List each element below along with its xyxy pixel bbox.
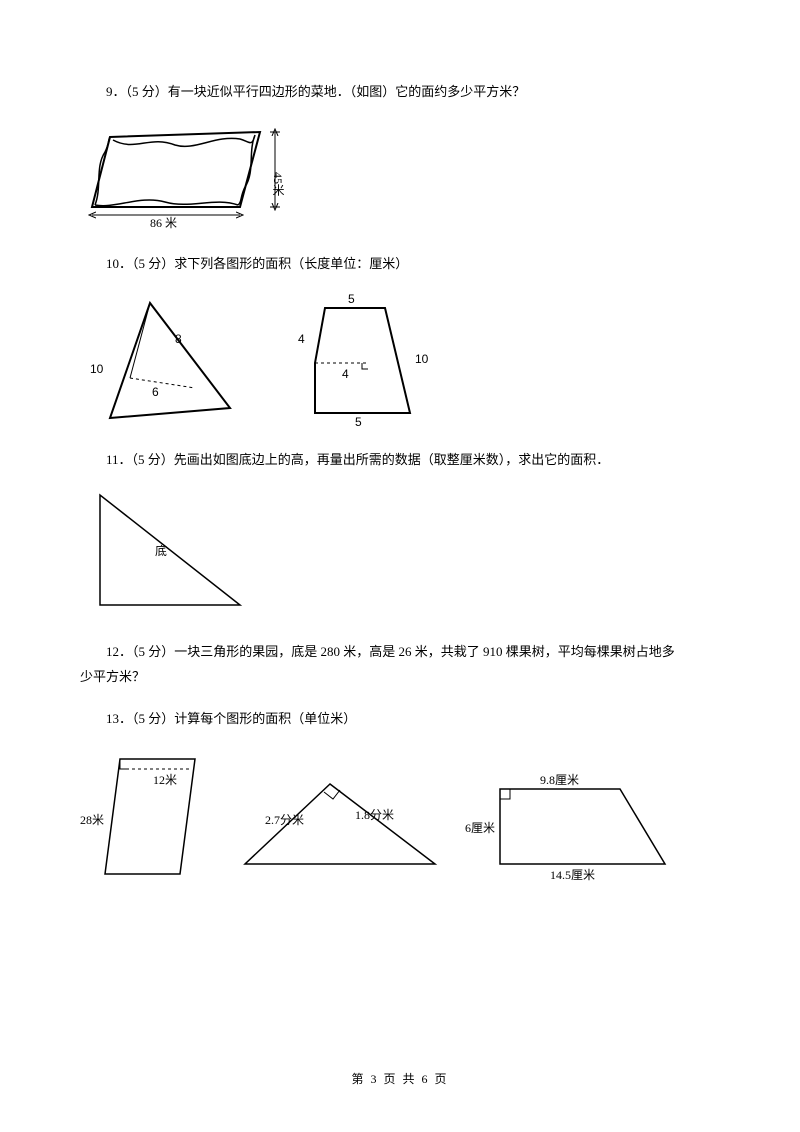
q10-trap-top: 5 <box>348 292 355 306</box>
q13-para-top: 12米 <box>153 773 177 787</box>
question-11: 11．（5 分）先画出如图底边上的高，再量出所需的数据（取整厘米数），求出它的面… <box>80 448 720 620</box>
q13-number: 13． <box>106 711 132 726</box>
q13-trap-top: 9.8厘米 <box>540 773 579 787</box>
question-11-text: 11．（5 分）先画出如图底边上的高，再量出所需的数据（取整厘米数），求出它的面… <box>80 448 720 473</box>
q13-body: 计算每个图形的面积（单位米） <box>174 711 356 726</box>
q10-trap-right: 10 <box>415 352 429 366</box>
q11-number: 11． <box>106 452 132 467</box>
q13-trap-bottom: 14.5厘米 <box>550 868 595 882</box>
q11-label: 底 <box>155 543 167 558</box>
q10-figure: 10 8 6 5 4 10 4 5 <box>80 288 720 428</box>
q11-body: 先画出如图底边上的高，再量出所需的数据（取整厘米数），求出它的面积． <box>174 452 610 467</box>
q13-tri-left: 2.7分米 <box>265 813 304 827</box>
q10-tri-slant: 8 <box>175 332 182 346</box>
right-triangle-icon: 底 <box>80 485 260 620</box>
q12-body: 一块三角形的果园，底是 280 米，高是 26 米，共栽了 910 棵果树，平均… <box>174 644 675 659</box>
q13-points: （5 分） <box>132 711 174 726</box>
question-9-text: 9．（5 分）有一块近似平行四边形的菜地．（如图）它的面约多少平方米？ <box>80 80 720 105</box>
question-13-text: 13．（5 分）计算每个图形的面积（单位米） <box>80 707 720 732</box>
q10-number: 10． <box>106 256 132 271</box>
q10-body: 求下列各图形的面积（长度单位：厘米） <box>174 256 408 271</box>
q10-tri-base: 6 <box>152 385 159 399</box>
question-13: 13．（5 分）计算每个图形的面积（单位米） 12米 28米 2.7分米 1.8… <box>80 707 720 889</box>
q13-shapes-icon: 12米 28米 2.7分米 1.8分米 9.8厘米 6厘米 14.5厘米 <box>80 744 700 889</box>
q10-points: （5 分） <box>132 256 174 271</box>
question-9: 9．（5 分）有一块近似平行四边形的菜地．（如图）它的面约多少平方米？ <box>80 80 720 232</box>
q11-figure: 底 <box>80 485 720 620</box>
q10-tri-left: 10 <box>90 362 104 376</box>
q13-figure: 12米 28米 2.7分米 1.8分米 9.8厘米 6厘米 14.5厘米 <box>80 744 720 889</box>
footer-text: 第 3 页 共 6 页 <box>351 1072 448 1086</box>
q13-trap-left: 6厘米 <box>465 821 495 835</box>
q10-trap-bottom: 5 <box>355 415 362 428</box>
parallelogram-land-icon: 86 米 45米 <box>80 117 300 232</box>
q9-base-label: 86 米 <box>150 216 177 230</box>
q9-body: 有一块近似平行四边形的菜地．（如图）它的面约多少平方米？ <box>168 84 526 99</box>
q9-figure: 86 米 45米 <box>80 117 720 232</box>
question-12: 12．（5 分）一块三角形的果园，底是 280 米，高是 26 米，共栽了 91… <box>80 640 720 689</box>
q10-shapes-icon: 10 8 6 5 4 10 4 5 <box>80 288 460 428</box>
question-12-text: 12．（5 分）一块三角形的果园，底是 280 米，高是 26 米，共栽了 91… <box>80 640 720 665</box>
q12-body2: 少平方米？ <box>80 665 720 690</box>
q12-number: 12． <box>106 644 132 659</box>
page-footer: 第 3 页 共 6 页 <box>0 1070 800 1087</box>
q9-height-label: 45米 <box>271 172 285 196</box>
question-10: 10．（5 分）求下列各图形的面积（长度单位：厘米） 10 8 6 <box>80 252 720 429</box>
q10-trap-left: 4 <box>298 332 305 346</box>
q10-trap-mid: 4 <box>342 367 349 381</box>
q12-points: （5 分） <box>132 644 174 659</box>
question-10-text: 10．（5 分）求下列各图形的面积（长度单位：厘米） <box>80 252 720 277</box>
q9-points: （5 分） <box>126 84 168 99</box>
q11-points: （5 分） <box>132 452 174 467</box>
q9-number: 9． <box>106 84 126 99</box>
q13-tri-right: 1.8分米 <box>355 808 394 822</box>
q13-para-left: 28米 <box>80 813 104 827</box>
